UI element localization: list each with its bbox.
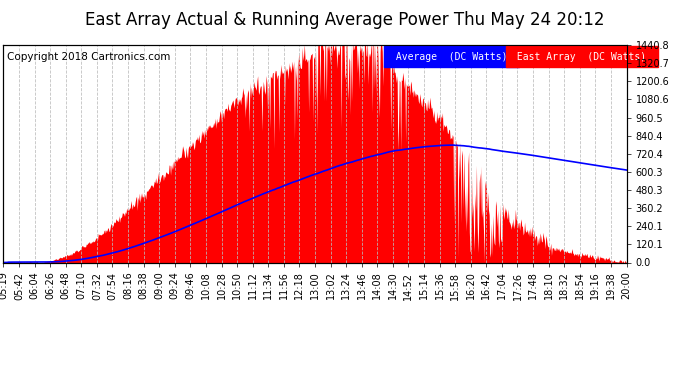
Text: East Array  (DC Watts): East Array (DC Watts) [511, 51, 652, 62]
Text: Average  (DC Watts): Average (DC Watts) [390, 51, 513, 62]
Text: Copyright 2018 Cartronics.com: Copyright 2018 Cartronics.com [7, 51, 170, 62]
Text: East Array Actual & Running Average Power Thu May 24 20:12: East Array Actual & Running Average Powe… [86, 11, 604, 29]
